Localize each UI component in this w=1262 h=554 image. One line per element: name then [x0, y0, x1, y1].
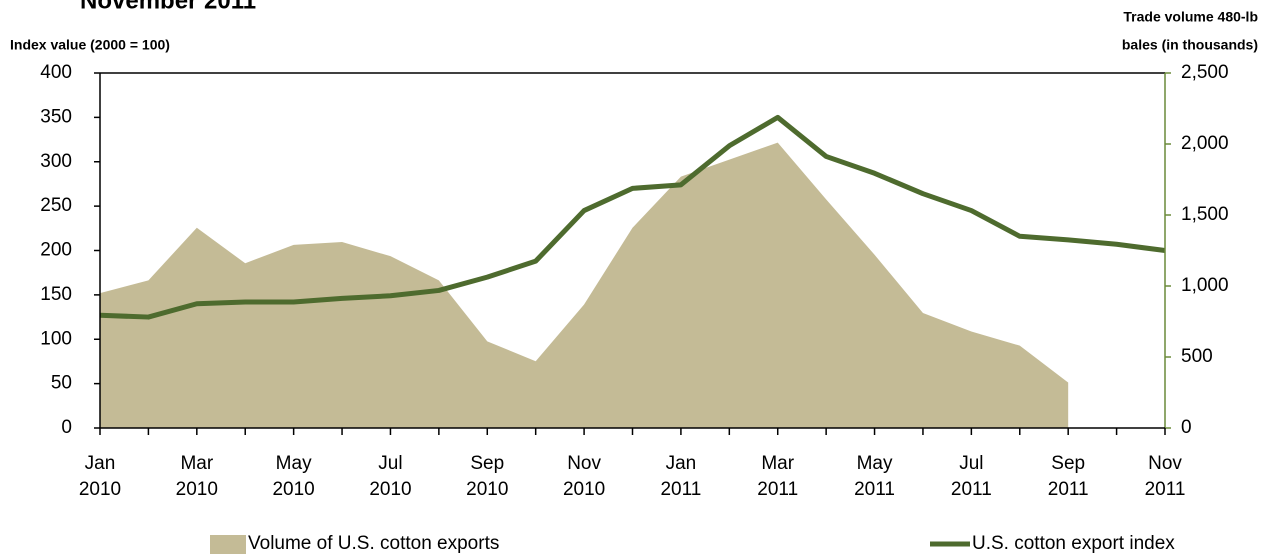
y-tick-label: 200 — [40, 240, 72, 261]
legend-swatch — [210, 535, 246, 554]
chart-title: November 2011 — [80, 0, 256, 14]
x-tick-label: Nov 2011 — [1145, 453, 1186, 500]
x-tick-label: Jul 2010 — [369, 453, 411, 500]
x-tick-label: Jan 2011 — [660, 453, 701, 500]
x-tick-label: May 2011 — [854, 453, 895, 500]
y2-axis-title: Trade volume 480-lb — [1123, 9, 1258, 25]
y2-tick-label: 0 — [1181, 417, 1192, 438]
x-tick-label: Mar 2010 — [176, 453, 218, 500]
line — [99, 114, 1166, 320]
y-axis-title: Index value (2000 = 100) — [10, 37, 170, 53]
y-tick-label: 50 — [51, 373, 72, 394]
y-tick-label: 150 — [40, 284, 72, 305]
y-tick-label: 0 — [61, 417, 72, 438]
x-tick-label: Jul 2011 — [951, 453, 992, 500]
y-tick-label: 100 — [40, 328, 72, 349]
y2-axis-title: bales (in thousands) — [1122, 37, 1258, 53]
y2-tick-label: 1,500 — [1181, 204, 1229, 225]
area — [100, 142, 1069, 428]
x-tick-label: Jan 2010 — [79, 453, 121, 500]
x-tick-label: Sep 2010 — [466, 453, 508, 500]
y2-tick-label: 500 — [1181, 346, 1213, 367]
y2-tick-label: 2,000 — [1181, 133, 1229, 154]
legend-label: Volume of U.S. cotton exports — [248, 533, 499, 554]
y2-tick-label: 2,500 — [1181, 62, 1229, 83]
y2-tick-label: 1,000 — [1181, 275, 1229, 296]
y-tick-label: 300 — [40, 151, 72, 172]
x-tick-label: Mar 2011 — [757, 453, 798, 500]
y-tick-label: 350 — [40, 106, 72, 127]
x-tick-label: May 2010 — [272, 453, 314, 500]
x-tick-label: Sep 2011 — [1048, 453, 1089, 500]
y-tick-label: 400 — [40, 62, 72, 83]
y-tick-label: 250 — [40, 195, 72, 216]
legend-label: U.S. cotton export index — [972, 533, 1175, 554]
x-tick-label: Nov 2010 — [563, 453, 605, 500]
